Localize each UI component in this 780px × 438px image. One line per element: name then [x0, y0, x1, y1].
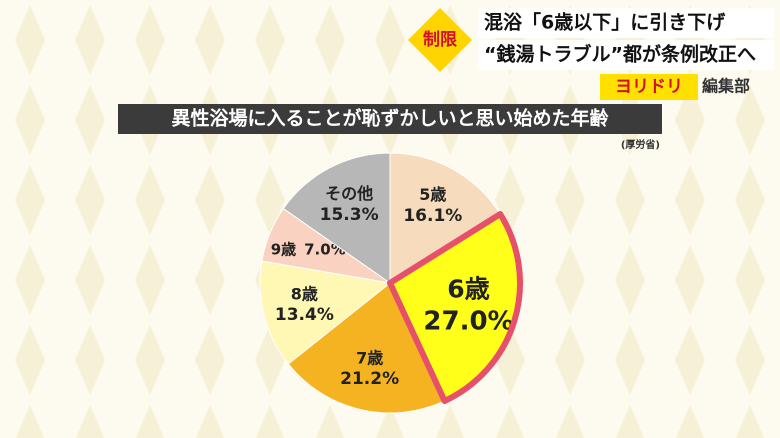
tag: 制限	[423, 29, 457, 50]
brand: ヨリドリ	[615, 77, 683, 97]
brand-sub: 編集部	[702, 77, 750, 96]
category-label: 8歳	[291, 284, 318, 303]
value-label: 13.4%	[275, 305, 334, 325]
pie-slice	[287, 282, 446, 414]
value-label: 27.0%	[423, 306, 513, 336]
pie-slice	[259, 260, 392, 365]
chart-title: 異性浴場に入ることが恥ずかしいと思い始めた年齢	[171, 107, 609, 130]
value-label: 16.1%	[403, 206, 462, 226]
tag-badge	[408, 8, 472, 72]
headline: 混浴「6歳以下」に引き下げ	[484, 11, 726, 34]
value-label: 15.3%	[320, 205, 379, 225]
brand-box	[600, 74, 698, 100]
slice-outline	[387, 211, 523, 404]
category-label: 6歳	[447, 275, 489, 304]
headline-box	[478, 40, 774, 70]
category-label: 9歳	[271, 240, 296, 258]
source: (厚労省)	[621, 138, 660, 151]
headline: “銭湯トラブル”都が条例改正へ	[484, 43, 756, 66]
pie-slice	[282, 152, 391, 284]
pie-slice	[389, 152, 501, 284]
category-label: その他	[325, 184, 373, 203]
value-label: 21.2%	[340, 369, 399, 389]
header: 制限 混浴「6歳以下」に引き下げ “銭湯トラブル”都が条例改正へ ヨリドリ 編集…	[408, 8, 774, 100]
title-bar	[118, 104, 662, 134]
category-label: 5歳	[419, 185, 446, 204]
headline-box	[478, 8, 774, 38]
category-label: 7歳	[356, 348, 383, 367]
